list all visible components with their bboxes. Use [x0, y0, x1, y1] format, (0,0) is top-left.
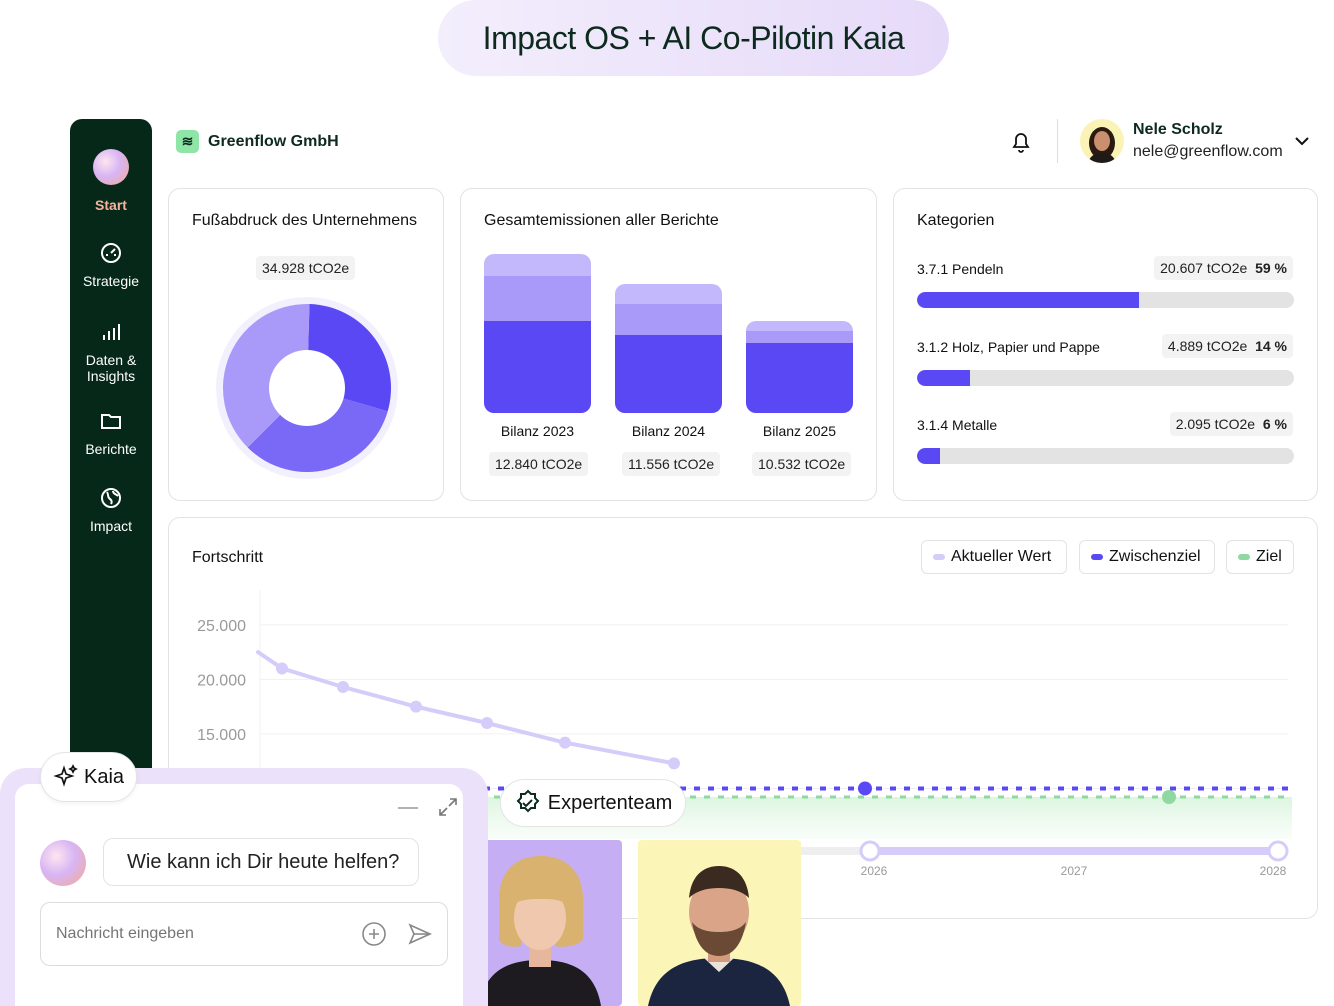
legend-intermediate[interactable]: Zwischenziel	[1079, 540, 1215, 574]
category-name: 3.7.1 Pendeln	[917, 261, 1004, 277]
bar-value: 12.840 tCO2e	[489, 452, 589, 476]
category-name: 3.1.2 Holz, Papier und Pappe	[917, 339, 1100, 355]
sparkle-icon	[53, 764, 78, 787]
category-name: 3.1.4 Metalle	[917, 417, 998, 433]
gauge-icon	[101, 243, 121, 263]
sidebar: Start Strategie Daten & Insights Bericht…	[70, 119, 152, 789]
bell-icon[interactable]	[1010, 130, 1032, 154]
emissions-card: Gesamtemissionen aller Berichte Bilanz 2…	[460, 188, 877, 501]
y-tick-label: 25.000	[197, 618, 246, 635]
intermediate-point[interactable]	[858, 781, 872, 796]
sidebar-item-label: Impact	[89, 518, 132, 534]
message-input[interactable]	[40, 902, 448, 966]
bar-2023[interactable]	[484, 254, 591, 413]
donut-slice[interactable]	[222, 304, 310, 448]
sidebar-item-daten[interactable]: Daten & Insights	[70, 320, 152, 384]
bar-label: Bilanz 2025	[762, 423, 837, 439]
company-name: Greenflow GmbH	[208, 132, 339, 150]
y-tick-label: 15.000	[197, 727, 246, 744]
expert-photo-man	[638, 840, 801, 1006]
categories-title: Kategorien	[917, 212, 995, 229]
category-value: 4.889 tCO2e 14 %	[1161, 334, 1293, 358]
category-progress	[917, 292, 1294, 308]
send-icon[interactable]	[408, 922, 432, 946]
data-point[interactable]	[276, 662, 288, 675]
progress-title: Fortschritt	[192, 549, 264, 566]
bar-2025[interactable]	[746, 321, 853, 413]
sidebar-item-label: Daten & Insights	[85, 352, 137, 384]
verified-badge-icon	[516, 789, 540, 813]
timeline-year: 2028	[1260, 864, 1287, 878]
folder-icon	[101, 414, 121, 429]
avatar[interactable]	[1080, 119, 1124, 163]
expand-icon[interactable]	[438, 797, 458, 817]
categories-card: Kategorien 3.7.1 Pendeln 20.607 tCO2e 59…	[893, 188, 1318, 501]
kaia-tab[interactable]: Kaia	[40, 752, 137, 802]
footprint-donut	[216, 297, 398, 479]
category-value: 2.095 tCO2e 6 %	[1169, 412, 1293, 436]
footprint-title: Fußabdruck des Unternehmens	[192, 212, 417, 229]
timeline-marker[interactable]	[1267, 840, 1289, 862]
add-attachment-icon[interactable]	[361, 921, 387, 947]
category-progress	[917, 370, 1294, 386]
chevron-down-icon[interactable]	[1294, 135, 1310, 147]
sidebar-item-impact[interactable]: Impact	[70, 486, 152, 534]
bar-label: Bilanz 2024	[631, 423, 706, 439]
expert-team-label: Expertenteam	[547, 791, 673, 814]
legend-swatch	[1238, 554, 1250, 560]
category-value: 20.607 tCO2e 59 %	[1154, 256, 1293, 280]
hero-title: Impact OS + AI Co-Pilotin Kaia	[438, 0, 949, 76]
user-email: nele@greenflow.com	[1133, 143, 1283, 160]
company-logo-icon: ≋	[176, 130, 199, 153]
sidebar-item-strategie[interactable]: Strategie	[70, 241, 152, 289]
legend-label: Aktueller Wert	[951, 548, 1052, 565]
user-name: Nele Scholz	[1133, 121, 1223, 138]
target-point[interactable]	[1162, 790, 1176, 804]
kaia-avatar-icon	[40, 840, 86, 886]
orb-icon	[93, 149, 129, 185]
data-point[interactable]	[668, 757, 680, 770]
sidebar-item-label: Strategie	[82, 273, 140, 289]
bar-value: 11.556 tCO2e	[622, 452, 721, 476]
timeline-year: 2026	[861, 864, 888, 878]
company-switcher[interactable]: ≋ Greenflow GmbH	[176, 130, 339, 153]
data-point[interactable]	[337, 681, 349, 693]
bar-chart-icon	[103, 324, 120, 340]
bar-2024[interactable]	[615, 284, 722, 413]
data-point[interactable]	[481, 717, 493, 729]
sidebar-item-berichte[interactable]: Berichte	[70, 409, 152, 457]
sidebar-item-start[interactable]: Start	[70, 149, 152, 213]
legend-swatch	[933, 554, 945, 560]
globe-leaf-icon	[101, 488, 121, 508]
category-progress	[917, 448, 1294, 464]
bar-value: 10.532 tCO2e	[752, 452, 852, 476]
footprint-total: 34.928 tCO2e	[256, 256, 356, 280]
expert-team-tab[interactable]: Expertenteam	[500, 779, 686, 827]
emissions-title: Gesamtemissionen aller Berichte	[484, 212, 719, 229]
legend-current[interactable]: Aktueller Wert	[921, 540, 1067, 574]
kaia-label: Kaia	[83, 765, 125, 788]
data-point[interactable]	[559, 736, 571, 749]
legend-label: Ziel	[1256, 548, 1282, 565]
sidebar-item-label: Berichte	[85, 441, 137, 457]
kaia-chat-window	[15, 784, 463, 1006]
footprint-card: Fußabdruck des Unternehmens 34.928 tCO2e	[168, 188, 444, 501]
kaia-greeting: Wie kann ich Dir heute helfen?	[103, 838, 419, 886]
data-point[interactable]	[410, 700, 422, 713]
timeline-year: 2027	[1061, 864, 1088, 878]
minimize-icon[interactable]	[398, 806, 418, 810]
legend-target[interactable]: Ziel	[1226, 540, 1294, 574]
header-divider	[1057, 119, 1058, 163]
series-current-line	[256, 650, 676, 766]
legend-swatch	[1091, 554, 1103, 560]
bar-label: Bilanz 2023	[500, 423, 575, 439]
timeline-marker[interactable]	[859, 840, 881, 862]
y-tick-label: 20.000	[197, 672, 246, 689]
legend-label: Zwischenziel	[1109, 548, 1201, 565]
sidebar-item-label: Start	[95, 197, 127, 213]
donut-slice[interactable]	[247, 388, 388, 472]
